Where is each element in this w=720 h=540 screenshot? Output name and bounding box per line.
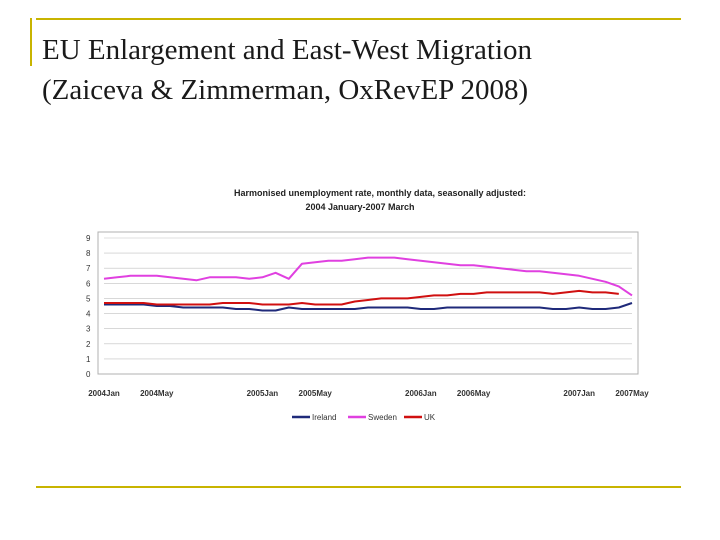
legend-label-ireland: Ireland [312, 413, 336, 422]
y-tick-label-2: 2 [86, 340, 91, 349]
x-tick-label-2004May: 2004May [140, 389, 174, 398]
slide-bottom-rule [36, 486, 681, 488]
slide-title-line-2: (Zaiceva & Zimmerman, OxRevEP 2008) [42, 74, 529, 106]
x-tick-label-2006May: 2006May [457, 389, 491, 398]
y-tick-label-7: 7 [86, 264, 91, 273]
x-tick-label-2004Jan: 2004Jan [88, 389, 120, 398]
slide-title: EU Enlargement and East-West Migration (… [42, 30, 702, 110]
plot-area [97, 231, 639, 375]
y-tick-label-6: 6 [86, 279, 91, 288]
unemployment-line-chart: Harmonised unemployment rate, monthly da… [86, 188, 649, 422]
y-tick-label-8: 8 [86, 249, 91, 258]
chart-title: Harmonised unemployment rate, monthly da… [234, 188, 526, 198]
x-tick-label-2006Jan: 2006Jan [405, 389, 437, 398]
y-tick-label-4: 4 [86, 310, 91, 319]
y-tick-label-3: 3 [86, 325, 91, 334]
series-line-ireland [104, 302, 633, 312]
y-tick-label-5: 5 [86, 294, 91, 303]
chart-subtitle: 2004 January-2007 March [305, 202, 414, 212]
x-tick-label-2005Jan: 2005Jan [247, 389, 279, 398]
legend-label-sweden: Sweden [368, 413, 397, 422]
chart-legend: Ireland Sweden UK [292, 413, 436, 422]
x-tick-label-2007May: 2007May [615, 389, 649, 398]
slide-title-line-1: EU Enlargement and East-West Migration [42, 34, 532, 66]
series-line-sweden [103, 256, 633, 297]
x-tick-label-2005May: 2005May [299, 389, 333, 398]
slide-left-rule [30, 18, 32, 66]
series-lines [103, 256, 633, 312]
y-tick-label-0: 0 [86, 370, 91, 379]
y-axis-ticks: 0 1 2 3 4 5 6 7 8 9 [86, 234, 91, 379]
y-tick-label-1: 1 [86, 355, 91, 364]
y-tick-label-9: 9 [86, 234, 91, 243]
x-tick-label-2007Jan: 2007Jan [563, 389, 595, 398]
gridlines [104, 237, 632, 360]
slide-top-rule [36, 18, 681, 20]
x-axis-ticks: 2004Jan 2004May 2005Jan 2005May 2006Jan 2006M… [88, 389, 649, 398]
series-line-uk [104, 289, 619, 306]
legend-label-uk: UK [424, 413, 436, 422]
